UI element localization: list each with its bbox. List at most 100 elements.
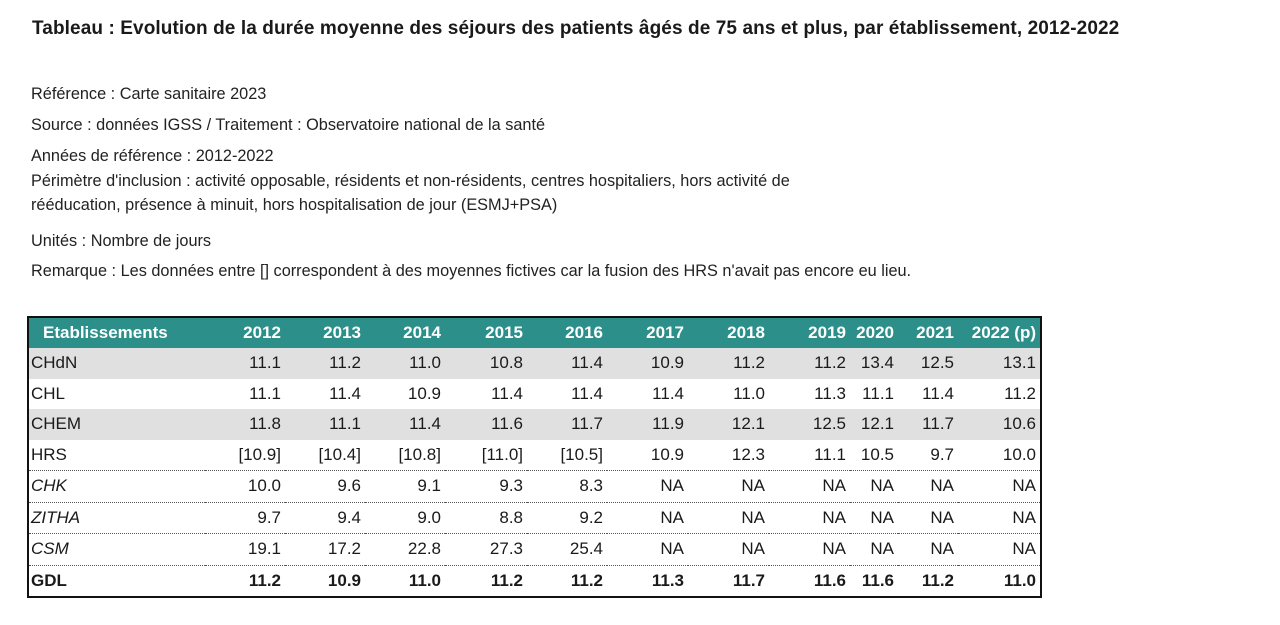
row-label: CHL xyxy=(31,383,66,403)
table-cell: 19.1 xyxy=(205,533,285,566)
table-cell: 12.3 xyxy=(688,439,769,471)
meta-reference: Référence : Carte sanitaire 2023 xyxy=(31,85,267,103)
table-cell: 10.9 xyxy=(607,348,688,379)
table-cell: NA xyxy=(898,502,958,534)
table-cell: 10.9 xyxy=(327,570,361,590)
column-header: 2017 xyxy=(607,318,688,348)
column-header: 2022 (p) xyxy=(958,318,1040,348)
table-cell: 25.4 xyxy=(527,533,607,566)
table-cell: 11.4 xyxy=(365,409,445,440)
table-cell: 11.2 xyxy=(688,348,769,379)
table-cell: NA xyxy=(607,502,688,534)
row-label: ZITHA xyxy=(29,502,205,534)
meta-perimetre-line-1: Périmètre d'inclusion : activité opposab… xyxy=(31,172,790,190)
table-cell: 11.1 xyxy=(205,348,285,379)
table-cell: 11.7 xyxy=(898,409,958,440)
table-cell: 13.1 xyxy=(958,348,1040,379)
table-cell: 10.0 xyxy=(958,439,1040,471)
table-cell: [11.0] xyxy=(445,439,527,471)
table-cell: 11.2 xyxy=(570,570,603,590)
table-cell: 11.1 xyxy=(249,383,281,403)
row-label: CHdN xyxy=(29,348,205,379)
table-cell: 11.4 xyxy=(527,348,607,379)
meta-remarque: Remarque : Les données entre [] correspo… xyxy=(31,262,912,280)
table-cell: NA xyxy=(898,470,958,503)
table-cell: NA xyxy=(769,502,850,534)
table-cell: 11.7 xyxy=(732,570,765,590)
table-cell: NA xyxy=(688,502,769,534)
data-table: Etablissements 2012 2013 2014 2015 2016 … xyxy=(29,318,1040,596)
table-cell: 9.0 xyxy=(365,502,445,534)
table-cell: NA xyxy=(850,502,898,534)
column-header: Etablissements xyxy=(29,318,205,348)
table-cell: NA xyxy=(688,533,769,566)
table-cell: 11.3 xyxy=(814,383,846,403)
column-header: 2019 xyxy=(769,318,850,348)
meta-unites: Unités : Nombre de jours xyxy=(31,232,212,250)
table-row: CHL 11.1 11.4 10.9 11.4 11.4 11.4 11.0 11.3 11.1 1… xyxy=(29,379,1040,410)
table-cell: 9.1 xyxy=(365,470,445,503)
row-label: GDL xyxy=(31,570,67,590)
table-cell: 9.4 xyxy=(285,502,365,534)
table-cell: NA xyxy=(958,470,1040,503)
table-cell: 11.0 xyxy=(733,383,765,403)
table-cell: 10.0 xyxy=(205,470,285,503)
row-label: CSM xyxy=(29,533,205,566)
table-cell: 11.9 xyxy=(607,409,688,440)
table-row: CHdN 11.1 11.2 11.0 10.8 11.4 10.9 11.2 11.2 13.4… xyxy=(29,348,1040,379)
table-cell: 27.3 xyxy=(445,533,527,566)
column-header: 2020 xyxy=(850,318,898,348)
table-row: HRS [10.9] [10.4] [10.8] [11.0] [10.5] 10.9 12.… xyxy=(29,439,1040,471)
table-cell: 11.2 xyxy=(285,348,365,379)
table-cell: 17.2 xyxy=(285,533,365,566)
table-cell: 11.2 xyxy=(248,570,281,590)
table-cell: NA xyxy=(958,533,1040,566)
table-cell: 8.3 xyxy=(527,470,607,503)
table-cell: 11.4 xyxy=(571,383,603,403)
table-row: GDL 11.2 10.9 11.0 11.2 11.2 11.3 11.7 11.6 11.6 1… xyxy=(29,565,1040,596)
table-header-row: Etablissements 2012 2013 2014 2015 2016 … xyxy=(29,318,1040,348)
table-cell: [10.9] xyxy=(205,439,285,471)
table-cell: 11.0 xyxy=(408,570,441,590)
data-table-container: Etablissements 2012 2013 2014 2015 2016 … xyxy=(27,316,1042,598)
column-header: 2014 xyxy=(365,318,445,348)
meta-perimetre-line-2: rééducation, présence à minuit, hors hos… xyxy=(31,196,558,214)
meta-source: Source : données IGSS / Traitement : Obs… xyxy=(31,116,546,134)
table-cell: NA xyxy=(769,533,850,566)
table-cell: 11.7 xyxy=(527,409,607,440)
table-cell: 11.6 xyxy=(861,570,894,590)
column-header: 2016 xyxy=(527,318,607,348)
table-cell: NA xyxy=(898,533,958,566)
table-row: CHEM 11.8 11.1 11.4 11.6 11.7 11.9 12.1 12.5 12.1… xyxy=(29,409,1040,440)
table-cell: 11.6 xyxy=(813,570,846,590)
table-cell: NA xyxy=(607,533,688,566)
column-header: 2015 xyxy=(445,318,527,348)
table-cell: 11.8 xyxy=(205,409,285,440)
table-cell: 9.2 xyxy=(527,502,607,534)
table-cell: NA xyxy=(850,533,898,566)
table-cell: 11.6 xyxy=(445,409,527,440)
table-cell: 11.0 xyxy=(1003,570,1036,590)
table-row: CSM 19.1 17.2 22.8 27.3 25.4 NA NA NA NA NA NA xyxy=(29,533,1040,566)
table-cell: 10.8 xyxy=(445,348,527,379)
table-cell: NA xyxy=(607,470,688,503)
table-row: ZITHA 9.7 9.4 9.0 8.8 9.2 NA NA NA NA NA NA xyxy=(29,502,1040,534)
table-cell: 12.5 xyxy=(769,409,850,440)
table-cell: 11.2 xyxy=(921,570,954,590)
column-header: 2021 xyxy=(898,318,958,348)
table-cell: 9.6 xyxy=(285,470,365,503)
table-cell: 12.1 xyxy=(688,409,769,440)
table-cell: 11.0 xyxy=(365,348,445,379)
table-cell: 10.9 xyxy=(407,383,441,403)
table-cell: 12.1 xyxy=(850,409,898,440)
column-header: 2012 xyxy=(205,318,285,348)
table-cell: 8.8 xyxy=(445,502,527,534)
table-cell: 12.5 xyxy=(898,348,958,379)
table-cell: 11.2 xyxy=(490,570,523,590)
table-cell: 9.3 xyxy=(445,470,527,503)
table-cell: 11.1 xyxy=(862,383,894,403)
table-cell: 13.4 xyxy=(850,348,898,379)
row-label: CHEM xyxy=(29,409,205,440)
table-cell: 11.1 xyxy=(285,409,365,440)
table-cell: 11.4 xyxy=(922,383,954,403)
